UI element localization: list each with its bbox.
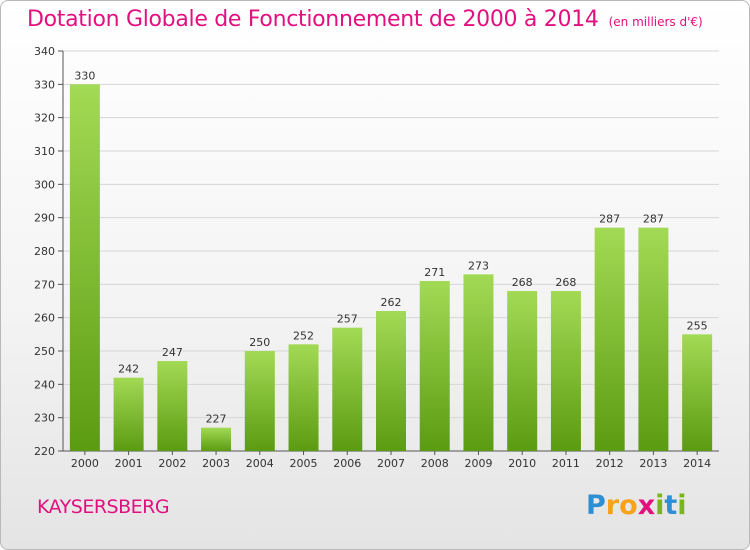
logo-letter: o (619, 490, 638, 521)
bar-2008 (419, 281, 450, 451)
bar-2014 (682, 334, 713, 451)
y-tick-labels: 220 230 240 250 260 270 280 290 300 310 320 330 340 (34, 45, 55, 458)
value-label-2006: 257 (337, 313, 358, 326)
bar-2001 (113, 377, 144, 451)
value-label-2010: 268 (512, 276, 533, 289)
value-label-2009: 273 (468, 259, 489, 272)
bar-2007 (376, 311, 406, 451)
x-tick-label-2002: 2002 (158, 457, 186, 470)
value-label-2001: 242 (118, 363, 139, 376)
logo-letter: i (655, 490, 665, 521)
y-tick-label: 280 (34, 245, 55, 258)
logo-letter: P (586, 490, 606, 521)
x-tick-labels: 2000 2001 2002 2003 2004 2005 2006 2007 2008 2009… (71, 457, 711, 470)
y-tick-label: 230 (34, 412, 55, 425)
y-tick-label: 220 (34, 445, 55, 458)
y-tick-label: 330 (34, 78, 55, 91)
bar-2013 (638, 227, 669, 451)
x-tick-label-2010: 2010 (508, 457, 536, 470)
value-label-2008: 271 (424, 266, 445, 279)
bar-2000 (69, 84, 100, 451)
x-tick-label-2001: 2001 (115, 457, 143, 470)
y-tick-label: 290 (34, 212, 55, 225)
bar-2005 (288, 344, 319, 451)
logo-letter: x (637, 490, 656, 521)
bar-2004 (244, 351, 275, 451)
proxiti-logo: Proxiti (586, 490, 687, 521)
bar-2010 (507, 291, 538, 451)
value-label-2004: 250 (249, 336, 270, 349)
bar-2002 (157, 361, 188, 451)
x-tick-label-2004: 2004 (246, 457, 274, 470)
logo-letter: t (664, 490, 678, 521)
x-tick-label-2009: 2009 (464, 457, 492, 470)
x-tick-label-2003: 2003 (202, 457, 230, 470)
y-tick-label: 250 (34, 345, 55, 358)
value-label-2005: 252 (293, 329, 314, 342)
city-name: KAYSERSBERG (37, 496, 170, 518)
bar-2003 (201, 427, 232, 451)
y-tick-label: 300 (34, 178, 55, 191)
y-tick-label: 270 (34, 278, 55, 291)
x-tick-label-2008: 2008 (421, 457, 449, 470)
chart-subtitle: (en milliers d'€) (608, 15, 703, 29)
value-label-2013: 287 (643, 213, 664, 226)
value-label-2007: 262 (381, 296, 402, 309)
x-tick-label-2005: 2005 (290, 457, 318, 470)
x-tick-label-2000: 2000 (71, 457, 99, 470)
bars (69, 84, 713, 451)
x-tick-label-2006: 2006 (333, 457, 361, 470)
logo-letter: r (605, 490, 620, 521)
x-tick-label-2014: 2014 (683, 457, 711, 470)
value-label-2002: 247 (162, 346, 183, 359)
bar-2009 (463, 274, 494, 451)
y-tick-label: 310 (34, 145, 55, 158)
x-tick-label-2011: 2011 (552, 457, 580, 470)
logo-letter: i (677, 490, 687, 521)
x-tick-label-2007: 2007 (377, 457, 405, 470)
value-label-2000: 330 (74, 69, 95, 82)
value-label-2012: 287 (599, 213, 620, 226)
y-tick-label: 240 (34, 378, 55, 391)
chart-title: Dotation Globale de Fonctionnement de 20… (27, 7, 703, 32)
value-label-2011: 268 (555, 276, 576, 289)
value-label-2014: 255 (687, 319, 708, 332)
x-tick-label-2012: 2012 (596, 457, 624, 470)
value-labels: 330 242 247 227 250 252 257 262 271 273 268 268 287 2… (74, 69, 707, 425)
chart-title-text: Dotation Globale de Fonctionnement de 20… (27, 7, 599, 32)
x-tick-label-2013: 2013 (639, 457, 667, 470)
y-tick-label: 340 (34, 45, 55, 58)
y-tick-label: 260 (34, 312, 55, 325)
bar-2006 (332, 327, 363, 451)
bar-2012 (594, 227, 625, 451)
y-tick-label: 320 (34, 112, 55, 125)
value-label-2003: 227 (206, 413, 227, 426)
bar-2011 (550, 291, 581, 451)
